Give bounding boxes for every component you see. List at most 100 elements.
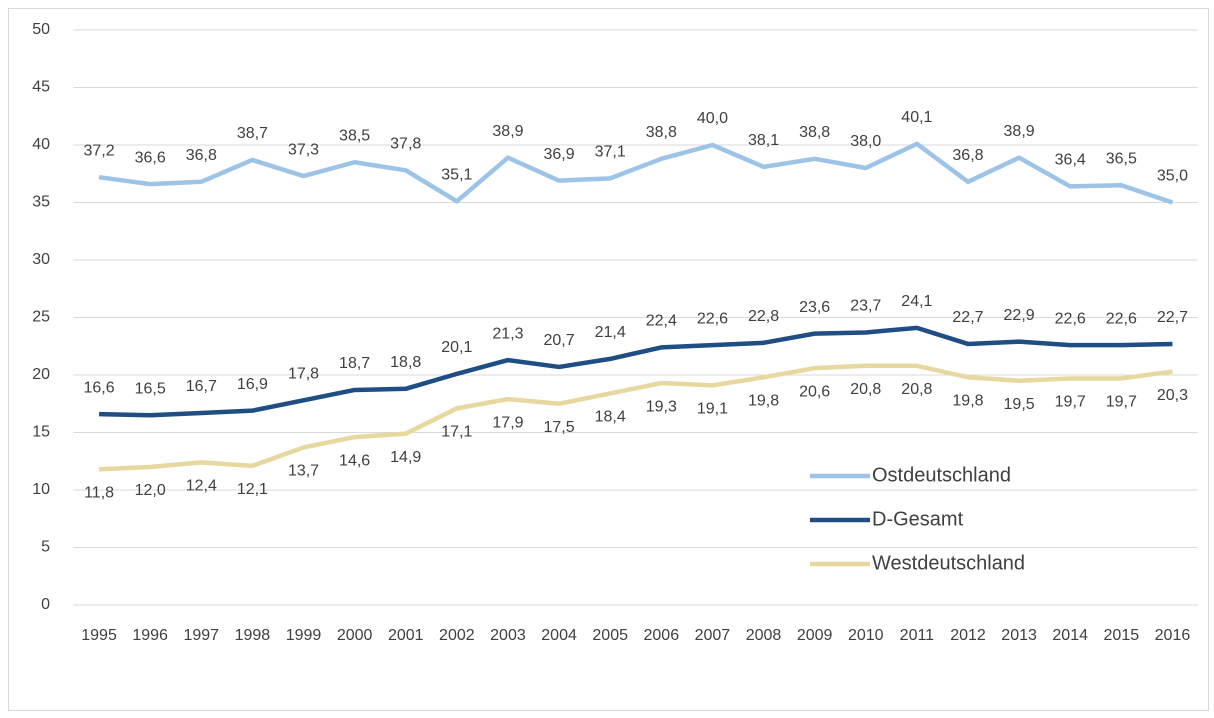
data-label: 23,6	[799, 299, 830, 316]
data-label: 20,6	[799, 383, 830, 400]
y-tick-label: 10	[32, 481, 50, 498]
x-tick-label: 2012	[950, 627, 986, 644]
data-label: 17,1	[441, 424, 472, 441]
x-tick-label: 2011	[900, 627, 935, 644]
data-label: 37,3	[288, 141, 319, 158]
data-label: 12,0	[135, 482, 166, 499]
data-label: 38,9	[492, 123, 523, 140]
data-label: 11,8	[84, 485, 114, 502]
chart-frame	[8, 8, 1209, 711]
x-tick-label: 2008	[746, 627, 782, 644]
data-label: 22,7	[1157, 309, 1188, 326]
x-tick-label: 2001	[388, 627, 424, 644]
data-label: 38,1	[748, 132, 779, 149]
data-label: 38,7	[237, 125, 268, 142]
x-tick-label: 2002	[439, 627, 475, 644]
data-label: 37,8	[390, 136, 421, 153]
series-line	[98, 141, 1174, 205]
data-label: 20,1	[441, 339, 472, 356]
y-tick-label: 30	[32, 251, 50, 268]
data-label: 21,3	[492, 325, 523, 342]
data-label: 20,7	[544, 332, 575, 349]
data-label: 14,6	[339, 452, 370, 469]
data-label: 20,8	[901, 381, 932, 398]
data-label: 22,8	[748, 308, 779, 325]
data-label: 18,8	[390, 354, 421, 371]
legend-label: Ostdeutschland	[872, 464, 1011, 486]
y-tick-label: 40	[32, 136, 50, 153]
x-tick-label: 2009	[797, 627, 833, 644]
data-label: 36,6	[135, 149, 166, 166]
x-tick-label: 2000	[337, 627, 373, 644]
x-tick-label: 1998	[235, 627, 271, 644]
x-tick-label: 1995	[81, 627, 117, 644]
legend-label: D-Gesamt	[872, 508, 964, 530]
data-label: 36,4	[1055, 152, 1086, 169]
data-label: 38,9	[1004, 123, 1035, 140]
data-label: 36,8	[952, 147, 983, 164]
data-label: 22,6	[1055, 310, 1086, 327]
data-label: 21,4	[595, 324, 626, 341]
y-tick-label: 35	[32, 194, 50, 211]
x-tick-label: 1997	[183, 627, 219, 644]
series-line	[98, 363, 1173, 472]
data-label: 22,6	[1106, 310, 1137, 327]
y-tick-label: 50	[32, 21, 50, 38]
data-label: 38,8	[799, 124, 830, 141]
series-line	[99, 325, 1173, 418]
y-tick-label: 15	[32, 424, 50, 441]
data-label: 40,1	[901, 109, 932, 126]
data-label: 19,3	[646, 398, 677, 415]
data-label: 16,6	[83, 379, 114, 396]
data-label: 36,8	[186, 147, 217, 164]
data-label: 18,4	[595, 409, 626, 426]
data-label: 40,0	[697, 110, 728, 127]
x-tick-label: 2015	[1104, 627, 1140, 644]
data-label: 38,5	[339, 127, 370, 144]
data-label: 12,1	[237, 481, 268, 498]
x-tick-label: 2007	[695, 627, 731, 644]
data-label: 19,1	[697, 401, 728, 418]
data-label: 17,8	[288, 366, 319, 383]
data-label: 18,7	[339, 355, 370, 372]
data-label: 19,7	[1055, 394, 1086, 411]
data-label: 22,4	[646, 313, 677, 330]
data-label: 13,7	[288, 463, 319, 480]
data-label: 14,9	[390, 449, 421, 466]
data-label: 22,9	[1004, 307, 1035, 324]
data-label: 16,5	[135, 380, 166, 397]
data-label: 16,9	[237, 376, 268, 393]
data-label: 16,7	[186, 378, 217, 395]
data-label: 24,1	[901, 293, 932, 310]
legend-label: Westdeutschland	[872, 552, 1025, 574]
data-label: 17,9	[492, 414, 523, 431]
data-label: 22,7	[952, 309, 983, 326]
data-label: 37,2	[83, 142, 114, 159]
x-tick-label: 2010	[848, 627, 884, 644]
data-label: 38,8	[646, 124, 677, 141]
data-label: 35,1	[441, 167, 472, 184]
data-label: 20,8	[850, 381, 881, 398]
x-tick-label: 2003	[490, 627, 526, 644]
y-tick-label: 5	[41, 539, 50, 556]
data-label: 36,9	[544, 146, 575, 163]
y-tick-label: 45	[32, 79, 50, 96]
data-label: 19,8	[952, 393, 983, 410]
x-tick-label: 1996	[132, 627, 168, 644]
x-tick-label: 2005	[592, 627, 628, 644]
y-tick-label: 0	[41, 596, 50, 613]
x-tick-label: 1999	[286, 627, 322, 644]
data-label: 35,0	[1157, 168, 1188, 185]
x-tick-label: 2004	[541, 627, 577, 644]
data-label: 38,0	[850, 133, 881, 150]
data-label: 19,7	[1106, 394, 1137, 411]
x-tick-label: 2016	[1155, 627, 1191, 644]
x-tick-label: 2006	[644, 627, 680, 644]
data-label: 36,5	[1106, 150, 1137, 167]
data-label: 19,8	[748, 393, 779, 410]
x-tick-label: 2014	[1052, 627, 1088, 644]
data-label: 17,5	[544, 419, 575, 436]
data-label: 19,5	[1004, 396, 1035, 413]
y-tick-label: 25	[32, 309, 50, 326]
